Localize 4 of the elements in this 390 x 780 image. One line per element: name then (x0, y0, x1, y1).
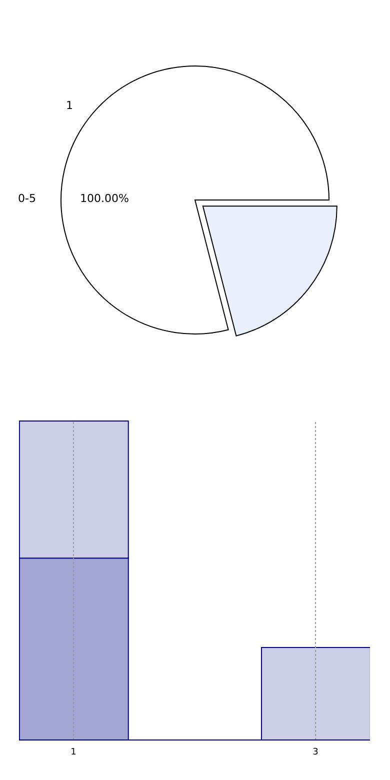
text: 1 (66, 99, 73, 112)
x-tick-label: 3 (312, 747, 318, 758)
text: 0-5 (18, 192, 36, 205)
text: 100.00% (80, 192, 129, 205)
